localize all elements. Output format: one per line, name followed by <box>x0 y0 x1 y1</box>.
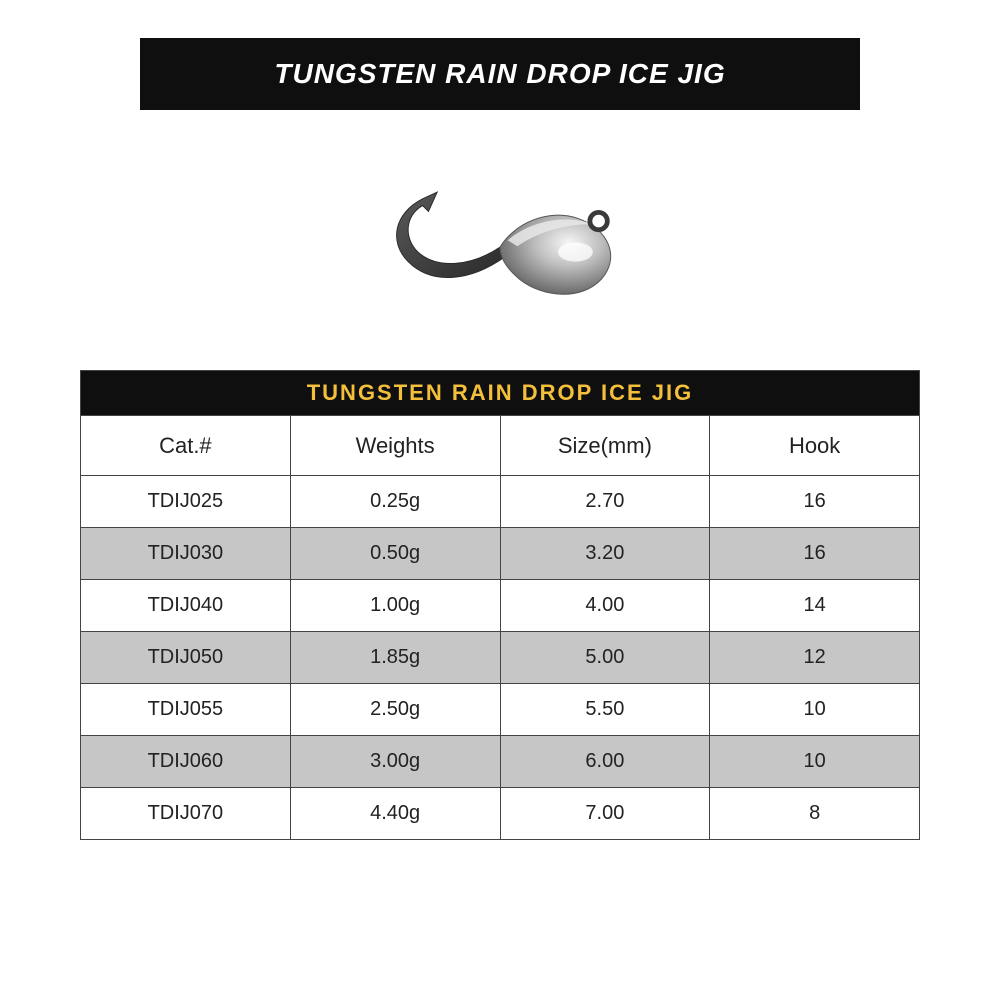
table-cell: TDIJ025 <box>81 476 291 528</box>
table-cell: 8 <box>710 788 920 840</box>
table-cell: 4.40g <box>290 788 500 840</box>
table-cell: 14 <box>710 580 920 632</box>
table-cell: 10 <box>710 736 920 788</box>
table-cell: 5.00 <box>500 632 710 684</box>
table-title: TUNGSTEN RAIN DROP ICE JIG <box>81 371 919 415</box>
column-header: Hook <box>710 416 920 476</box>
column-header: Weights <box>290 416 500 476</box>
table-row: TDIJ0501.85g5.0012 <box>81 632 920 684</box>
table-row: TDIJ0552.50g5.5010 <box>81 684 920 736</box>
table-cell: 0.50g <box>290 528 500 580</box>
jig-icon <box>355 165 645 310</box>
table-row: TDIJ0300.50g3.2016 <box>81 528 920 580</box>
spec-table-container: TUNGSTEN RAIN DROP ICE JIG Cat.#WeightsS… <box>80 370 920 840</box>
table-title-row: TUNGSTEN RAIN DROP ICE JIG <box>81 371 920 416</box>
table-cell: 16 <box>710 476 920 528</box>
table-cell: TDIJ050 <box>81 632 291 684</box>
table-cell: 10 <box>710 684 920 736</box>
column-header: Cat.# <box>81 416 291 476</box>
column-header: Size(mm) <box>500 416 710 476</box>
spec-table: TUNGSTEN RAIN DROP ICE JIG Cat.#WeightsS… <box>80 370 920 840</box>
table-body: TDIJ0250.25g2.7016TDIJ0300.50g3.2016TDIJ… <box>81 476 920 840</box>
table-cell: 2.70 <box>500 476 710 528</box>
table-cell: 1.85g <box>290 632 500 684</box>
table-cell: TDIJ060 <box>81 736 291 788</box>
table-cell: 1.00g <box>290 580 500 632</box>
table-title-text: TUNGSTEN RAIN DROP ICE JIG <box>307 380 694 406</box>
table-cell: 12 <box>710 632 920 684</box>
table-cell: 3.00g <box>290 736 500 788</box>
table-row: TDIJ0250.25g2.7016 <box>81 476 920 528</box>
table-cell: TDIJ040 <box>81 580 291 632</box>
title-banner: TUNGSTEN RAIN DROP ICE JIG <box>140 38 860 110</box>
table-cell: TDIJ030 <box>81 528 291 580</box>
table-row: TDIJ0401.00g4.0014 <box>81 580 920 632</box>
table-row: TDIJ0603.00g6.0010 <box>81 736 920 788</box>
table-cell: 16 <box>710 528 920 580</box>
table-cell: 2.50g <box>290 684 500 736</box>
table-cell: 0.25g <box>290 476 500 528</box>
product-image <box>355 165 645 310</box>
table-cell: 4.00 <box>500 580 710 632</box>
table-cell: TDIJ055 <box>81 684 291 736</box>
table-cell: 6.00 <box>500 736 710 788</box>
table-header-row: Cat.#WeightsSize(mm)Hook <box>81 416 920 476</box>
table-cell: 7.00 <box>500 788 710 840</box>
table-row: TDIJ0704.40g7.008 <box>81 788 920 840</box>
table-cell: 3.20 <box>500 528 710 580</box>
table-cell: 5.50 <box>500 684 710 736</box>
table-cell: TDIJ070 <box>81 788 291 840</box>
title-banner-text: TUNGSTEN RAIN DROP ICE JIG <box>274 58 725 90</box>
